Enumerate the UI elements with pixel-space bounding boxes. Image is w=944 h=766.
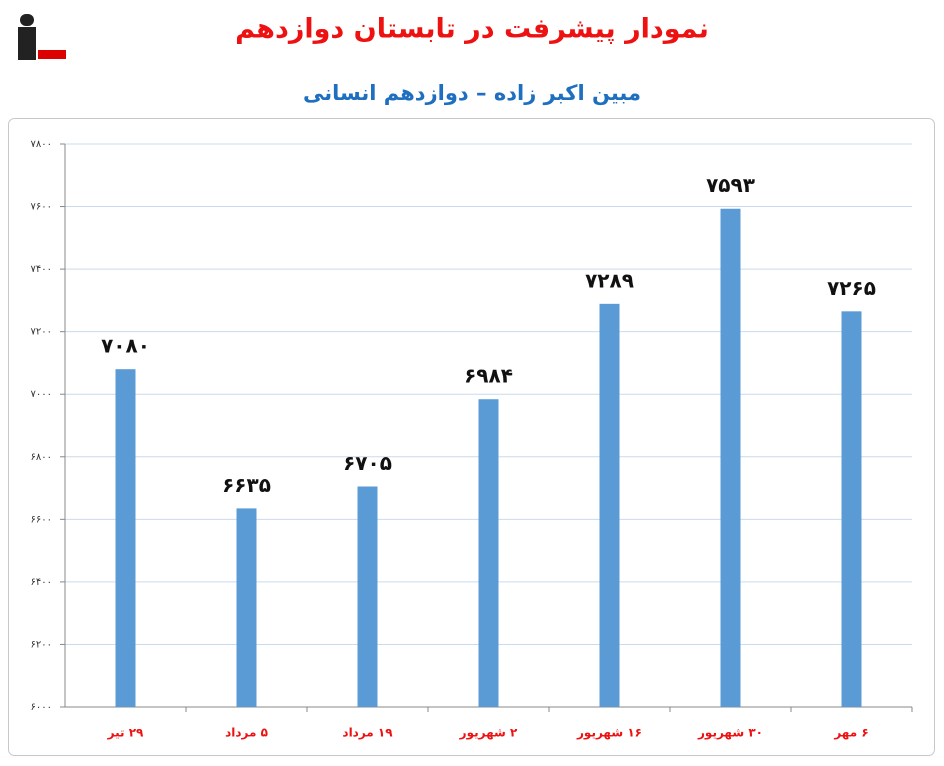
y-tick-label: ۶۲۰۰	[31, 639, 52, 650]
y-tick-label: ۶۶۰۰	[31, 514, 52, 525]
chart-border	[8, 118, 935, 756]
data-label: ۷۲۸۹	[585, 268, 634, 292]
logo	[10, 10, 70, 64]
data-label: ۷۵۹۳	[706, 173, 755, 197]
chart-subtitle: مبین اکبر زاده – دوازدهم انسانی	[303, 81, 641, 105]
data-label: ۶۶۳۵	[222, 473, 271, 497]
data-label: ۶۷۰۵	[343, 451, 392, 475]
y-tick-label: ۶۰۰۰	[31, 702, 52, 713]
bar	[115, 369, 136, 707]
x-tick-label: ۲ شهریور	[459, 726, 518, 741]
y-tick-label: ۷۴۰۰	[31, 264, 52, 275]
logo-badge	[38, 50, 66, 59]
bar	[720, 208, 741, 707]
chart-title: نمودار پیشرفت در تابستان دوازدهم	[235, 14, 709, 45]
y-tick-label: ۷۲۰۰	[31, 327, 52, 338]
bar	[841, 311, 862, 707]
logo-head	[20, 14, 34, 26]
y-tick-label: ۶۸۰۰	[31, 452, 52, 463]
bar	[357, 486, 378, 707]
data-label: ۷۰۸۰	[101, 334, 150, 358]
x-tick-label: ۱۶ شهریور	[576, 726, 642, 741]
x-tick-label: ۶ مهر	[833, 726, 868, 740]
data-label: ۶۹۸۴	[464, 364, 513, 388]
data-label: ۷۲۶۵	[827, 276, 876, 300]
x-tick-label: ۳۰ شهریور	[697, 726, 763, 741]
x-tick-label: ۲۹ تیر	[107, 726, 144, 740]
x-tick-label: ۱۹ مرداد	[342, 726, 393, 740]
bar	[478, 399, 499, 707]
bar	[236, 508, 257, 707]
x-tick-label: ۵ مرداد	[225, 726, 268, 740]
y-tick-label: ۷۰۰۰	[31, 389, 52, 400]
bar	[599, 303, 620, 707]
logo-body	[18, 27, 36, 60]
y-tick-label: ۶۴۰۰	[31, 577, 52, 588]
y-tick-label: ۷۸۰۰	[31, 139, 52, 150]
y-tick-label: ۷۶۰۰	[31, 202, 52, 213]
